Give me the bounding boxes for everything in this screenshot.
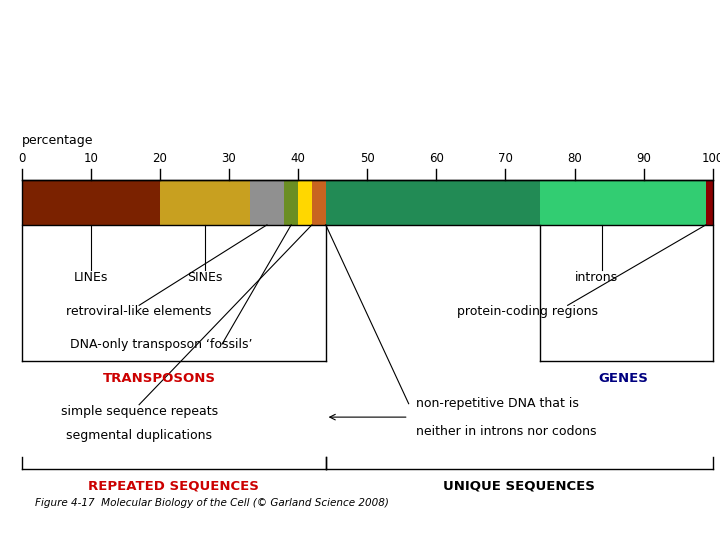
Text: introns: introns (575, 271, 618, 284)
Text: 30: 30 (222, 152, 236, 165)
Text: 40: 40 (291, 152, 305, 165)
Bar (250, 180, 284, 225)
Text: LINEs: LINEs (73, 271, 108, 284)
Bar (312, 180, 325, 225)
Text: UNIQUE SEQUENCES: UNIQUE SEQUENCES (444, 479, 595, 492)
Bar (540, 180, 706, 225)
Text: 80: 80 (567, 152, 582, 165)
Text: protein-coding regions: protein-coding regions (457, 305, 598, 318)
Bar (706, 180, 713, 225)
Text: TRANSPOSONS: TRANSPOSONS (104, 373, 216, 386)
Text: SINEs: SINEs (187, 271, 222, 284)
Text: 100: 100 (702, 152, 720, 165)
Text: DNA-only transposon ‘fossils’: DNA-only transposon ‘fossils’ (70, 338, 253, 350)
Text: Figure 4-17  Molecular Biology of the Cell (© Garland Science 2008): Figure 4-17 Molecular Biology of the Cel… (35, 498, 390, 508)
Text: GENES: GENES (598, 373, 648, 386)
Bar (22, 180, 160, 225)
Text: 20: 20 (153, 152, 167, 165)
Bar (284, 180, 298, 225)
Text: 10: 10 (84, 152, 98, 165)
Text: REPEATED SEQUENCES: REPEATED SEQUENCES (89, 479, 259, 492)
Text: non-repetitive DNA that is: non-repetitive DNA that is (415, 397, 578, 410)
Text: 60: 60 (429, 152, 444, 165)
Text: segmental duplications: segmental duplications (66, 429, 212, 442)
Text: simple sequence repeats: simple sequence repeats (60, 404, 217, 417)
Text: 90: 90 (636, 152, 651, 165)
Bar (325, 180, 540, 225)
Bar (160, 180, 250, 225)
Text: retroviral-like elements: retroviral-like elements (66, 305, 212, 318)
Bar (298, 180, 312, 225)
Bar (22, 180, 713, 225)
Text: neither in introns nor codons: neither in introns nor codons (415, 424, 596, 437)
Text: percentage: percentage (22, 134, 93, 147)
Text: 70: 70 (498, 152, 513, 165)
Text: 50: 50 (360, 152, 374, 165)
Text: 0: 0 (18, 152, 25, 165)
